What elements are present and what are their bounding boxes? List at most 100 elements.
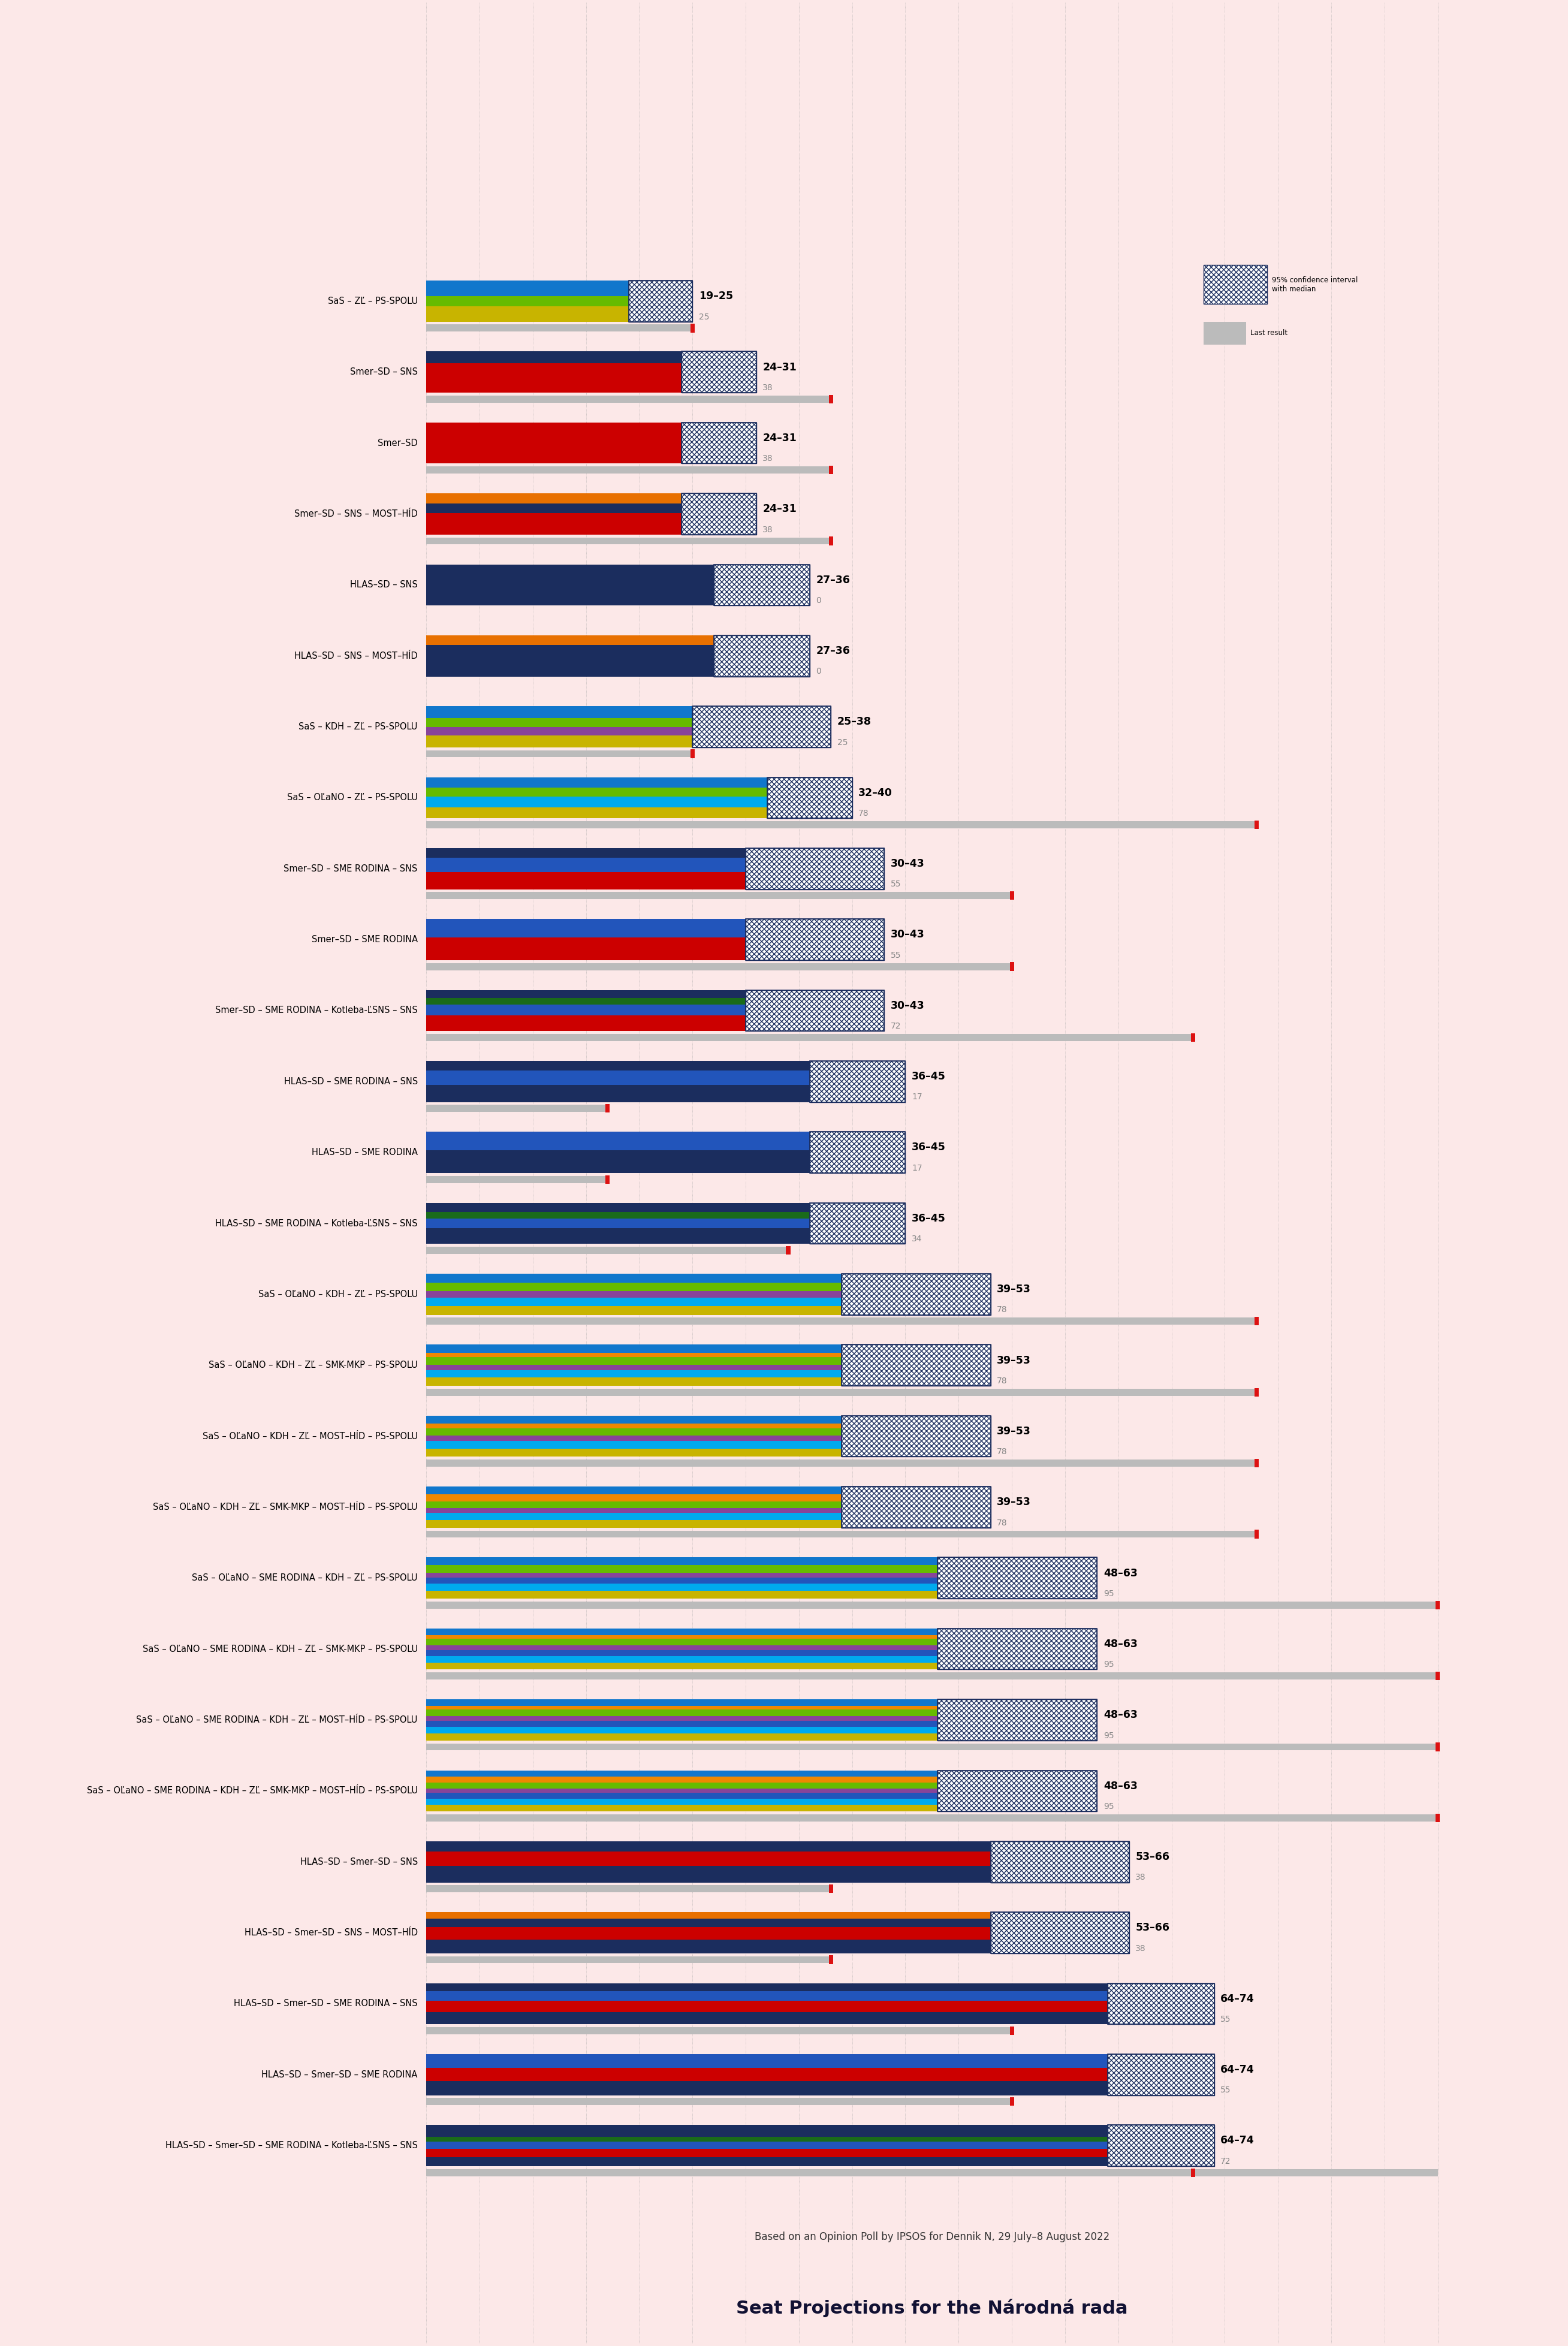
Bar bbox=[426, 1565, 938, 1572]
Bar bbox=[1107, 2055, 1214, 2095]
Bar bbox=[1107, 2055, 1214, 2095]
Bar bbox=[426, 1218, 809, 1229]
Bar bbox=[426, 1084, 809, 1103]
Bar bbox=[828, 467, 833, 474]
Bar bbox=[426, 1656, 938, 1663]
Bar bbox=[426, 1584, 938, 1591]
Bar bbox=[426, 296, 629, 305]
Bar bbox=[426, 859, 746, 873]
Bar bbox=[426, 1290, 842, 1297]
Text: 64–74: 64–74 bbox=[1220, 1994, 1254, 2003]
Text: 24–31: 24–31 bbox=[762, 361, 797, 373]
Text: 19–25: 19–25 bbox=[699, 291, 732, 303]
Bar bbox=[682, 422, 756, 465]
Bar bbox=[426, 2013, 1107, 2025]
Bar bbox=[1254, 1459, 1259, 1466]
Bar bbox=[1254, 1389, 1259, 1396]
Text: Last result: Last result bbox=[1250, 328, 1287, 338]
Bar bbox=[938, 1771, 1098, 1811]
Bar bbox=[426, 1370, 842, 1377]
Bar bbox=[767, 777, 851, 819]
Bar bbox=[426, 1440, 842, 1447]
Bar bbox=[426, 1530, 1256, 1537]
Bar bbox=[682, 422, 756, 465]
Bar bbox=[426, 962, 1011, 971]
Bar bbox=[767, 777, 851, 819]
Bar bbox=[1204, 321, 1247, 345]
Bar bbox=[713, 636, 809, 676]
Bar bbox=[746, 990, 884, 1032]
Text: SaS – OĽaNO – KDH – ZĽ – SMK-MKP – PS-SPOLU: SaS – OĽaNO – KDH – ZĽ – SMK-MKP – PS-SP… bbox=[209, 1361, 417, 1370]
Text: 95: 95 bbox=[1104, 1802, 1113, 1811]
Text: 64–74: 64–74 bbox=[1220, 2135, 1254, 2147]
Bar bbox=[842, 1274, 991, 1314]
Bar bbox=[690, 748, 695, 758]
Bar bbox=[426, 1734, 938, 1741]
Bar bbox=[426, 1926, 991, 1940]
Bar bbox=[938, 1558, 1098, 1598]
Bar bbox=[693, 706, 831, 748]
Bar bbox=[426, 751, 693, 758]
Bar bbox=[426, 2149, 1107, 2156]
Bar bbox=[682, 352, 756, 392]
Bar bbox=[682, 352, 756, 392]
Bar bbox=[426, 788, 767, 798]
Bar bbox=[991, 1842, 1129, 1881]
Bar bbox=[842, 1487, 991, 1527]
Bar bbox=[426, 2137, 1107, 2142]
Bar bbox=[426, 2027, 1011, 2034]
Bar bbox=[693, 706, 831, 748]
Bar bbox=[842, 1415, 991, 1457]
Text: 0: 0 bbox=[815, 666, 822, 676]
Text: HLAS–SD – Smer–SD – SME RODINA: HLAS–SD – Smer–SD – SME RODINA bbox=[262, 2069, 417, 2079]
Bar bbox=[426, 1365, 842, 1370]
Bar bbox=[746, 849, 884, 889]
Bar bbox=[786, 1246, 790, 1255]
Bar bbox=[426, 1743, 1438, 1750]
Bar bbox=[426, 1804, 938, 1811]
Text: HLAS–SD – Smer–SD – SME RODINA – SNS: HLAS–SD – Smer–SD – SME RODINA – SNS bbox=[234, 1999, 417, 2008]
Bar bbox=[426, 1778, 938, 1783]
Bar bbox=[426, 636, 713, 645]
Bar bbox=[426, 727, 693, 737]
Bar bbox=[1107, 2125, 1214, 2165]
Text: HLAS–SD – Smer–SD – SME RODINA – Kotleba-ĽSNS – SNS: HLAS–SD – Smer–SD – SME RODINA – Kotleba… bbox=[165, 2142, 417, 2149]
Text: 48–63: 48–63 bbox=[1104, 1710, 1137, 1720]
Bar bbox=[828, 394, 833, 404]
Bar bbox=[426, 1635, 938, 1640]
Text: HLAS–SD – SNS – MOST–HÍD: HLAS–SD – SNS – MOST–HÍD bbox=[295, 652, 417, 659]
Bar bbox=[713, 636, 809, 676]
Bar bbox=[809, 1203, 905, 1243]
Bar bbox=[426, 514, 682, 535]
Text: 55: 55 bbox=[1220, 2086, 1231, 2095]
Bar bbox=[605, 1105, 610, 1112]
Text: 39–53: 39–53 bbox=[997, 1426, 1032, 1436]
Bar bbox=[426, 352, 682, 364]
Bar bbox=[426, 2156, 1107, 2165]
Text: 30–43: 30–43 bbox=[891, 859, 925, 868]
Bar bbox=[629, 282, 693, 321]
Bar bbox=[426, 1274, 842, 1283]
Bar bbox=[426, 1389, 1256, 1396]
Bar bbox=[828, 1957, 833, 1964]
Bar bbox=[842, 1344, 991, 1386]
Bar bbox=[938, 1628, 1098, 1670]
Bar bbox=[426, 1699, 938, 1706]
Bar bbox=[426, 1344, 842, 1354]
Bar bbox=[426, 1628, 938, 1635]
Bar bbox=[426, 1558, 938, 1565]
Bar bbox=[426, 849, 746, 859]
Bar bbox=[426, 938, 746, 960]
Text: Smer–SD: Smer–SD bbox=[378, 439, 417, 448]
Bar bbox=[1107, 2055, 1214, 2095]
Bar bbox=[426, 873, 746, 889]
Bar bbox=[426, 1813, 1438, 1820]
Text: 36–45: 36–45 bbox=[911, 1143, 946, 1152]
Text: HLAS–SD – Smer–SD – SNS: HLAS–SD – Smer–SD – SNS bbox=[299, 1858, 417, 1867]
Bar bbox=[426, 1436, 842, 1440]
Bar bbox=[991, 1842, 1129, 1881]
Bar bbox=[426, 537, 831, 544]
Text: 30–43: 30–43 bbox=[891, 929, 925, 941]
Text: 78: 78 bbox=[859, 809, 869, 816]
Bar bbox=[713, 636, 809, 676]
